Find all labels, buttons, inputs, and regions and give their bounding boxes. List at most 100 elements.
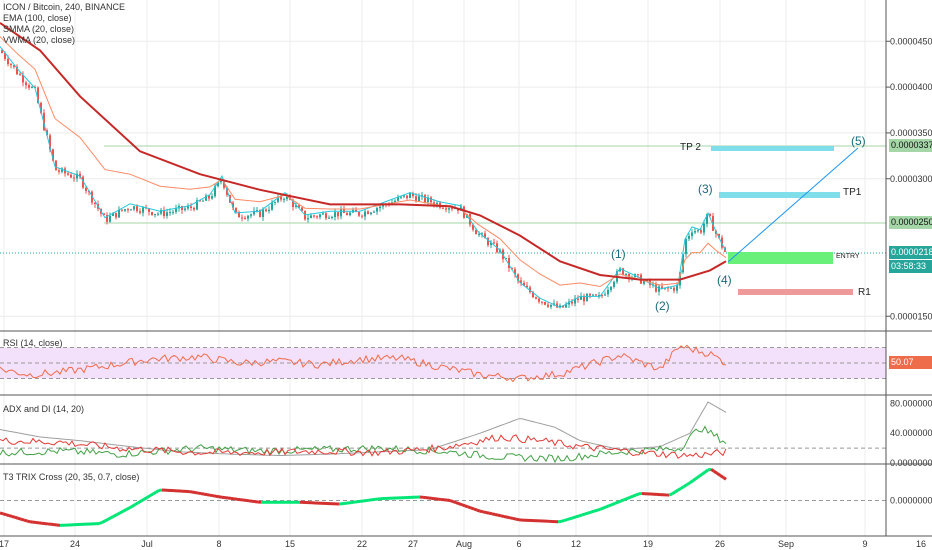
trix-segment (566, 517, 571, 522)
trix-segment (143, 496, 148, 501)
candle-body (589, 293, 591, 296)
trix-segment (614, 500, 619, 505)
trix-segment (710, 467, 715, 473)
candle-body (280, 196, 282, 200)
trix-segment (626, 496, 631, 500)
candle-body (442, 207, 444, 209)
candle-body (697, 230, 699, 232)
entry-label: ENTRY (836, 253, 860, 260)
candle-body (283, 199, 285, 201)
candle-body (250, 214, 252, 216)
trix-segment (203, 492, 208, 497)
tp2-price-badge: 0.0000337 (889, 139, 932, 152)
candle-body (298, 205, 300, 208)
di-plus-line (0, 425, 727, 464)
candle-body (52, 149, 54, 161)
wave-label: (5) (851, 134, 866, 148)
candle-body (148, 208, 150, 213)
di-minus-line (0, 434, 727, 459)
trix-segment (17, 516, 22, 521)
trix-segment (599, 506, 604, 511)
trix-segment (149, 492, 154, 498)
trix-segment (191, 490, 196, 494)
candle-body (193, 207, 195, 210)
trix-segment (11, 515, 16, 519)
candle-body (601, 295, 603, 297)
candle-body (262, 209, 264, 217)
trix-segment (563, 518, 568, 522)
candle-body (475, 229, 477, 235)
candle-body (307, 218, 309, 220)
candle-body (547, 304, 549, 307)
candle-body (205, 195, 207, 201)
trix-segment (200, 492, 205, 496)
candle-body (124, 209, 126, 211)
candle-body (370, 212, 372, 215)
trix-segment (197, 491, 202, 496)
candle-body (376, 208, 378, 212)
x-tick-label: 19 (643, 539, 653, 549)
candle-body (214, 186, 216, 197)
trix-segment (113, 513, 118, 518)
trix-segment (209, 493, 214, 498)
candle-body (232, 202, 234, 208)
trix-segment (119, 510, 124, 515)
candle-body (505, 257, 507, 259)
trix-segment (206, 493, 211, 497)
candle-body (25, 82, 27, 86)
trix-segment (215, 494, 220, 499)
trix-segment (497, 513, 502, 518)
candle-body (238, 212, 240, 218)
candle-body (625, 274, 627, 276)
smma-line (0, 36, 727, 288)
x-tick-label: 6 (516, 539, 521, 549)
trix-segment (671, 490, 676, 496)
trix-segment (479, 509, 484, 514)
candle-body (127, 209, 129, 211)
trix-segment (5, 513, 10, 518)
candle-body (277, 196, 279, 202)
adx-tick-label: 0.0000000 (890, 458, 932, 468)
candle-body (667, 287, 669, 289)
tp2-zone (711, 146, 834, 151)
candle-body (541, 301, 543, 303)
candle-body (40, 102, 42, 113)
candle-body (259, 210, 261, 217)
candle-body (670, 287, 672, 289)
candle-body (703, 223, 705, 233)
trix-segment (707, 467, 712, 472)
candle-body (451, 208, 453, 210)
x-tick-label: 26 (715, 539, 725, 549)
trix-segment (689, 479, 694, 484)
trix-segment (128, 505, 133, 510)
x-tick-label: 12 (571, 539, 581, 549)
candle-body (160, 210, 162, 214)
trix-segment (506, 515, 511, 520)
candle-body (235, 207, 237, 213)
candle-body (70, 174, 72, 178)
candle-body (166, 212, 168, 216)
candle-body (118, 209, 120, 218)
candle-body (364, 211, 366, 217)
trix-segment (596, 507, 601, 512)
trix-tick-label: 0.0000000 (890, 496, 932, 506)
candle-body (421, 195, 423, 197)
candle-body (73, 177, 75, 179)
y-tick-label: 0.0000300 (890, 174, 932, 184)
candle-body (67, 173, 69, 175)
r1-zone (738, 289, 853, 295)
candle-body (274, 201, 276, 203)
candle-body (556, 303, 558, 308)
candle-body (478, 234, 480, 236)
symbol-title: ICON / Bitcoin, 240, BINANCE (3, 2, 126, 12)
candle-body (256, 210, 258, 212)
candle-body (622, 268, 624, 275)
candle-body (610, 286, 612, 290)
trix-segment (8, 514, 13, 518)
candle-body (721, 237, 723, 248)
candle-body (85, 187, 87, 191)
candle-body (544, 301, 546, 305)
candle-body (418, 196, 420, 202)
candle-body (202, 200, 204, 202)
